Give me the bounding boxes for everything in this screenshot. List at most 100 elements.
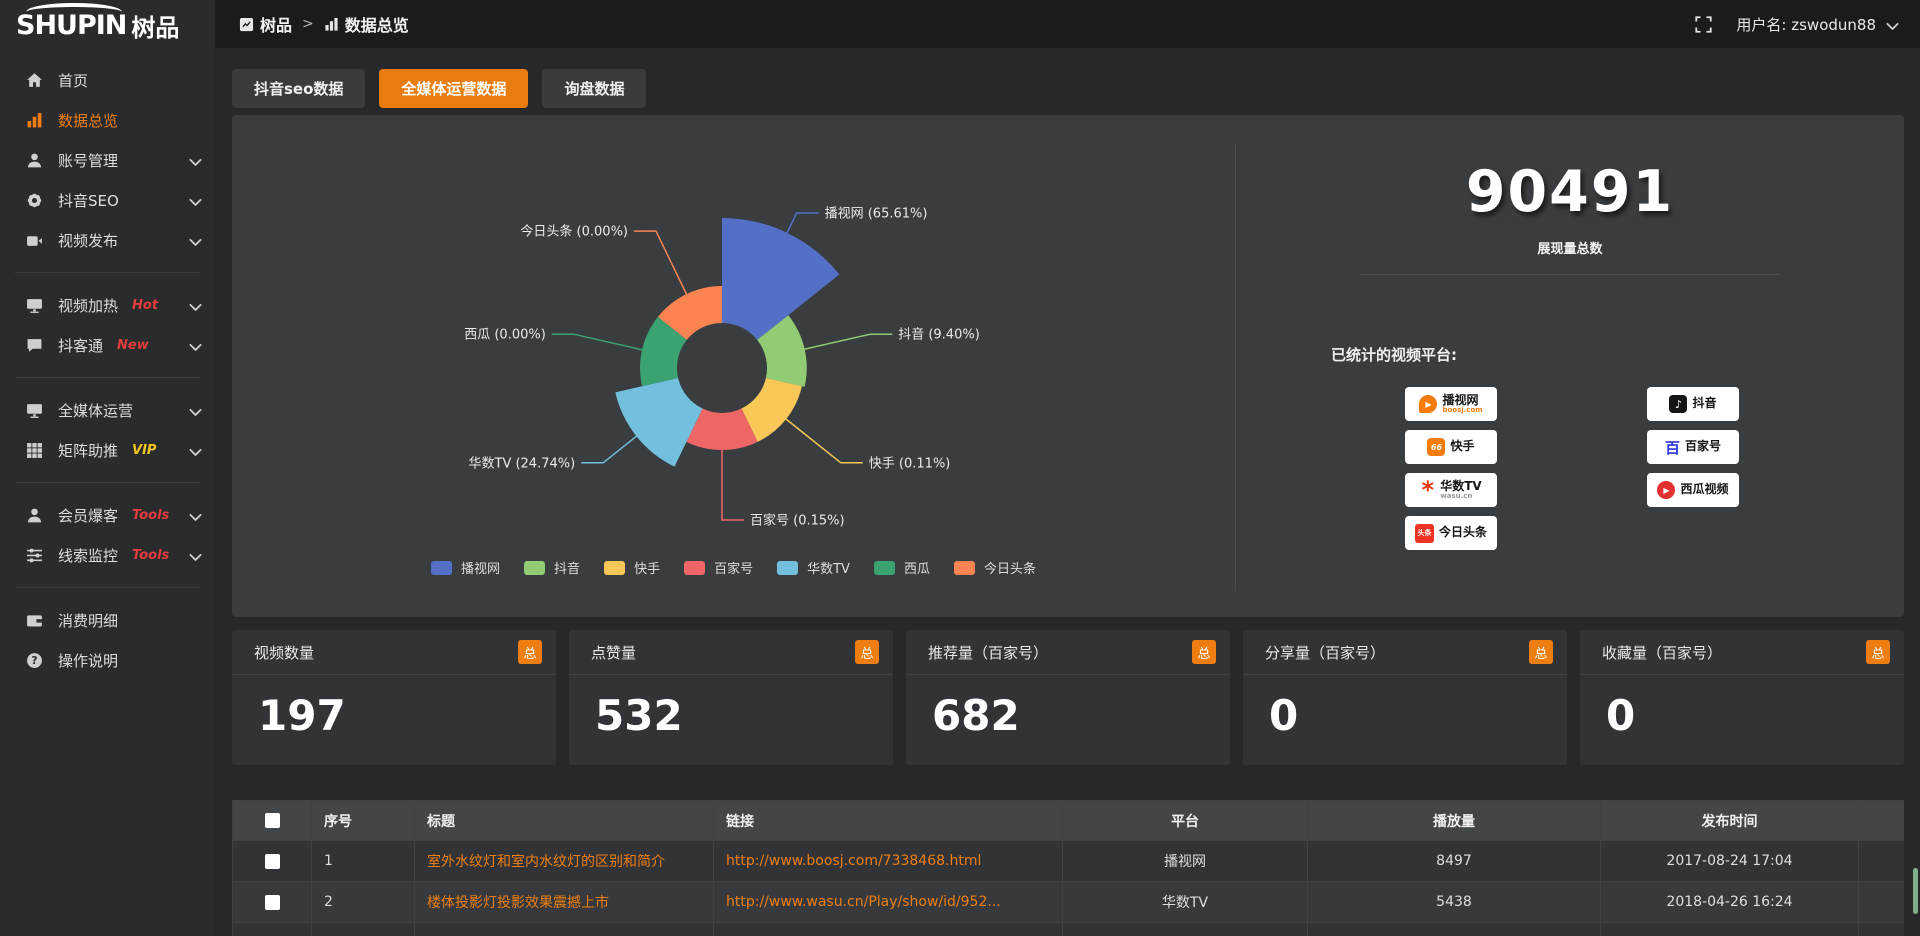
pie-label: 华数TV (24.74%)	[469, 456, 576, 471]
sidebar-item-home[interactable]: 首页	[0, 60, 215, 100]
user-icon	[27, 508, 42, 522]
kuaishou-logo-icon: 66	[1427, 438, 1446, 456]
pie-label-line	[634, 230, 688, 296]
sidebar-item-douketong[interactable]: 抖客通 New	[0, 325, 215, 365]
tab-media-operation-data[interactable]: 全媒体运营数据	[379, 69, 529, 108]
sidebar-item-expense-detail[interactable]: 消费明细	[0, 600, 215, 640]
chevron-down-icon	[189, 408, 202, 416]
pie-label: 快手 (0.11%)	[869, 456, 951, 471]
sidebar-item-video-heat[interactable]: 视频加热 Hot	[0, 285, 215, 325]
sidebar-item-video-publish[interactable]: 视频发布	[0, 220, 215, 260]
chevron-down-icon	[189, 553, 202, 561]
main-content: 抖音seo数据 全媒体运营数据 询盘数据 播视网 (65.61%) 抖音 (9.40%…	[215, 48, 1920, 936]
user-menu[interactable]: 用户名: zswodun88	[1736, 14, 1899, 35]
pie-slice-播视网[interactable]	[722, 218, 840, 340]
cell-link[interactable]: http://www.wasu.cn/Play/show/id/952...	[713, 881, 1063, 923]
pie-slice-快手[interactable]	[741, 378, 802, 442]
platform-badge-boosj: ▶ 播视网 boosj.com	[1405, 387, 1497, 421]
col-header-platform: 平台	[1062, 800, 1308, 841]
sidebar-item-instructions[interactable]: ? 操作说明	[0, 640, 215, 680]
total-badge[interactable]: 总	[855, 640, 879, 664]
data-table-wrap: 序号 标题 链接 平台 播放量 发布时间 1 室外水纹灯和室内水纹灯的区别和简介…	[232, 800, 1904, 936]
pie-label-line	[784, 417, 863, 464]
sidebar-item-label: 抖音SEO	[58, 191, 119, 210]
sidebar-item-label: 首页	[58, 71, 89, 90]
col-header-views: 播放量	[1307, 800, 1601, 841]
stat-card-1: 点赞量 总 532	[569, 630, 893, 765]
pie-slice-西瓜[interactable]	[640, 316, 687, 387]
sidebar-item-label: 会员爆客	[58, 506, 119, 525]
tab-inquiry-data[interactable]: 询盘数据	[542, 69, 647, 108]
pie-slice-华数TV[interactable]	[615, 378, 703, 467]
total-badge[interactable]: 总	[1192, 640, 1216, 664]
col-header-time: 发布时间	[1600, 800, 1859, 841]
select-all-checkbox[interactable]	[264, 813, 280, 828]
stat-card-title: 分享量（百家号）	[1265, 643, 1386, 662]
sidebar-item-account-manage[interactable]: 账号管理	[0, 140, 215, 180]
legend-item-播视网[interactable]: 播视网	[431, 558, 500, 577]
platform-name: 抖音	[1692, 396, 1717, 411]
cell-title[interactable]: 室外水纹灯和室内水纹灯的区别和简介	[414, 840, 714, 882]
legend-label: 华数TV	[807, 562, 850, 577]
cell-platform: 播视网	[1062, 840, 1308, 882]
boosj-logo-icon: ▶	[1419, 395, 1438, 413]
sidebar-item-label: 数据总览	[58, 111, 119, 130]
total-badge[interactable]: 总	[1866, 640, 1890, 664]
logo-arc	[26, 3, 122, 21]
row-checkbox[interactable]	[264, 894, 280, 910]
monitor-icon	[27, 403, 42, 418]
platform-badge-kuaishou: 66 快手	[1405, 430, 1497, 464]
row-checkbox[interactable]	[264, 853, 280, 869]
legend-item-西瓜[interactable]: 西瓜	[873, 558, 930, 577]
platform-sub-label: wasu.cn	[1440, 491, 1473, 500]
sidebar-item-data-overview[interactable]: 数据总览	[0, 100, 215, 140]
sidebar-item-member-baoke[interactable]: 会员爆客 Tools	[0, 495, 215, 535]
sidebar-item-label: 账号管理	[58, 151, 119, 170]
sidebar-item-matrix-boost[interactable]: 矩阵助推 VIP	[0, 430, 215, 470]
chat-icon	[27, 338, 42, 352]
cell-platform: 华数TV	[1062, 881, 1308, 923]
stat-card-header: 推荐量（百家号） 总	[906, 630, 1230, 675]
svg-text:?: ?	[31, 654, 37, 667]
breadcrumb-label: 树品	[260, 16, 293, 35]
cell-views: 5438	[1307, 881, 1601, 923]
cell-no: 1	[311, 840, 415, 882]
fullscreen-button[interactable]	[1695, 15, 1713, 33]
stat-card-2: 推荐量（百家号） 总 682	[906, 630, 1230, 765]
legend-label: 播视网	[461, 562, 501, 577]
row-select-cell	[232, 840, 312, 882]
pie-slice-今日头条[interactable]	[657, 286, 722, 340]
table-row-1: 1 室外水纹灯和室内水纹灯的区别和简介 http://www.boosj.com…	[232, 840, 1904, 882]
sidebar-item-douyin-seo[interactable]: 抖音SEO	[0, 180, 215, 220]
sidebar-item-label: 矩阵助推	[58, 441, 119, 460]
chevron-down-icon	[189, 343, 202, 351]
chart-panel: 播视网 (65.61%) 抖音 (9.40%) 快手 (0.11%) 百家号 (0.1…	[232, 115, 1904, 617]
divider	[1360, 274, 1780, 275]
scrollbar-thumb[interactable]	[1913, 868, 1918, 914]
sidebar-item-media-operation[interactable]: 全媒体运营	[0, 390, 215, 430]
platform-name: 今日头条	[1438, 525, 1487, 540]
sidebar-item-label: 操作说明	[58, 651, 119, 670]
legend-item-百家号[interactable]: 百家号	[684, 558, 753, 577]
cell-title[interactable]: 楼体投影灯投影效果震撼上市	[414, 881, 714, 923]
platform-sub-label: boosj.com	[1442, 405, 1483, 414]
tab-douyin-seo-data[interactable]: 抖音seo数据	[232, 69, 366, 108]
legend-item-华数TV[interactable]: 华数TV	[777, 558, 850, 577]
breadcrumb-item[interactable]: 树品	[239, 12, 292, 36]
logo-text-cn: 树品	[131, 13, 180, 42]
legend-item-今日头条[interactable]: 今日头条	[953, 558, 1036, 577]
pie-slice-抖音[interactable]	[757, 315, 807, 387]
legend-item-快手[interactable]: 快手	[604, 558, 660, 577]
breadcrumb-item[interactable]: 数据总览	[324, 12, 409, 36]
cell-link[interactable]: http://www.boosj.com/7338468.html	[713, 840, 1063, 882]
row-select-cell	[232, 922, 312, 936]
pie-slice-百家号[interactable]	[686, 408, 758, 451]
sidebar-item-clue-monitor[interactable]: 线索监控 Tools	[0, 535, 215, 575]
baijiahao-logo-icon: 百	[1664, 438, 1680, 457]
total-badge[interactable]: 总	[518, 640, 542, 664]
pie-label-line	[721, 449, 744, 521]
legend-item-抖音[interactable]: 抖音	[524, 558, 580, 577]
topbar: 树品 > 数据总览 用户名: zswodun88	[215, 0, 1920, 48]
total-badge[interactable]: 总	[1529, 640, 1553, 664]
douyin-logo-icon: ♪	[1669, 395, 1688, 413]
